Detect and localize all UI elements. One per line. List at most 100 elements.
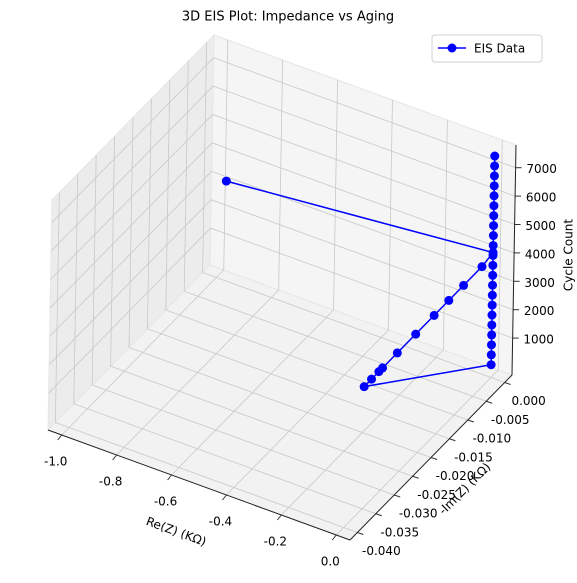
z-tick-label: 7000 <box>526 162 557 176</box>
z-tick-label: 6000 <box>526 191 557 205</box>
tick-mark <box>57 434 63 441</box>
data-point <box>489 191 499 201</box>
tick-mark <box>394 494 401 498</box>
data-point <box>411 329 421 339</box>
y-tick-label: -0.035 <box>380 525 419 539</box>
y-tick-label: -0.010 <box>472 432 511 446</box>
x-tick-label: -0.2 <box>264 535 287 549</box>
data-point <box>488 270 498 280</box>
tick-mark <box>112 454 118 461</box>
data-point <box>489 221 499 231</box>
data-point <box>490 151 500 161</box>
data-point <box>477 262 487 272</box>
data-point <box>488 240 498 250</box>
data-point <box>488 280 498 290</box>
tick-mark <box>331 534 337 541</box>
tick-mark <box>167 474 172 481</box>
data-point <box>487 310 497 320</box>
z-tick-label: 2000 <box>524 304 555 318</box>
data-point <box>487 320 497 330</box>
y-axis <box>349 374 513 541</box>
grid-line <box>171 79 338 476</box>
tick-mark <box>449 438 456 442</box>
tick-mark <box>222 494 227 501</box>
data-point <box>221 176 231 186</box>
tick-mark <box>375 513 382 517</box>
grid-line <box>116 59 284 456</box>
y-tick-label: -0.020 <box>436 469 475 483</box>
grid-line <box>128 117 432 458</box>
y-tick-label: -0.040 <box>362 544 401 558</box>
grid-line <box>48 227 513 394</box>
grid-line <box>61 39 229 436</box>
legend-box <box>431 34 543 63</box>
data-point <box>489 171 499 181</box>
y-tick-label: 0.000 <box>511 394 545 408</box>
data-point <box>367 374 377 384</box>
grid-line <box>54 192 358 533</box>
z-axis <box>511 144 517 376</box>
grid-line <box>49 142 515 309</box>
y-tick-label: -0.015 <box>454 450 493 464</box>
tick-mark <box>276 514 282 521</box>
data-point <box>489 181 499 191</box>
data-point <box>459 280 469 290</box>
data-point <box>488 260 498 270</box>
x-tick-label: -0.8 <box>99 475 122 489</box>
tick-mark <box>504 382 511 385</box>
z-tick-label: 5000 <box>525 219 556 233</box>
data-point <box>487 330 497 340</box>
y-tick-label: -0.025 <box>417 488 456 502</box>
y-tick-label: -0.030 <box>399 507 438 521</box>
grid-line <box>147 98 450 440</box>
data-point <box>359 382 369 392</box>
grid-line <box>110 136 413 477</box>
data-point <box>489 201 499 211</box>
grid-line <box>335 139 503 536</box>
data-point <box>444 295 454 305</box>
data-point <box>487 300 497 310</box>
x-tick-label: 0.0 <box>321 555 340 569</box>
tick-mark <box>430 457 438 460</box>
grid-line <box>91 154 395 496</box>
grid-line <box>50 114 515 280</box>
tick-mark <box>486 400 493 404</box>
data-line <box>226 156 496 388</box>
data-point <box>490 161 500 171</box>
tick-mark <box>467 419 474 423</box>
legend-marker <box>447 43 457 53</box>
z-tick-label: 3000 <box>524 276 555 290</box>
tick-mark <box>357 532 364 535</box>
data-point <box>487 290 497 300</box>
x-tick-label: -0.4 <box>209 515 232 529</box>
x-tick-label: -1.0 <box>44 455 67 469</box>
data-point <box>488 250 498 260</box>
tick-mark <box>412 475 419 479</box>
grid-line <box>226 99 393 496</box>
grid-line <box>51 57 516 223</box>
grid-line <box>50 85 516 252</box>
grid-line <box>49 170 514 337</box>
legend-label: EIS Data <box>474 42 525 56</box>
z-axis-label: Cycle Count <box>562 219 576 292</box>
data-point <box>374 367 384 377</box>
grid-line <box>48 199 514 365</box>
x-axis-label: Re(Z) (KΩ) <box>144 514 208 549</box>
data-point <box>486 340 496 350</box>
data-point <box>488 231 498 241</box>
grid-line <box>281 119 448 516</box>
data-point <box>486 350 496 360</box>
chart-title: 3D EIS Plot: Impedance vs Aging <box>182 10 394 25</box>
y-tick-label: -0.005 <box>491 413 530 427</box>
data-point <box>429 310 439 320</box>
z-tick-label: 4000 <box>525 247 556 261</box>
x-axis <box>47 429 351 541</box>
x-tick-label: -0.6 <box>154 495 177 509</box>
data-point <box>489 211 499 221</box>
data-point <box>486 360 496 370</box>
grid-line <box>73 173 376 515</box>
data-point <box>392 348 402 358</box>
legend: EIS Data <box>431 34 543 63</box>
z-tick-label: 1000 <box>523 333 554 347</box>
